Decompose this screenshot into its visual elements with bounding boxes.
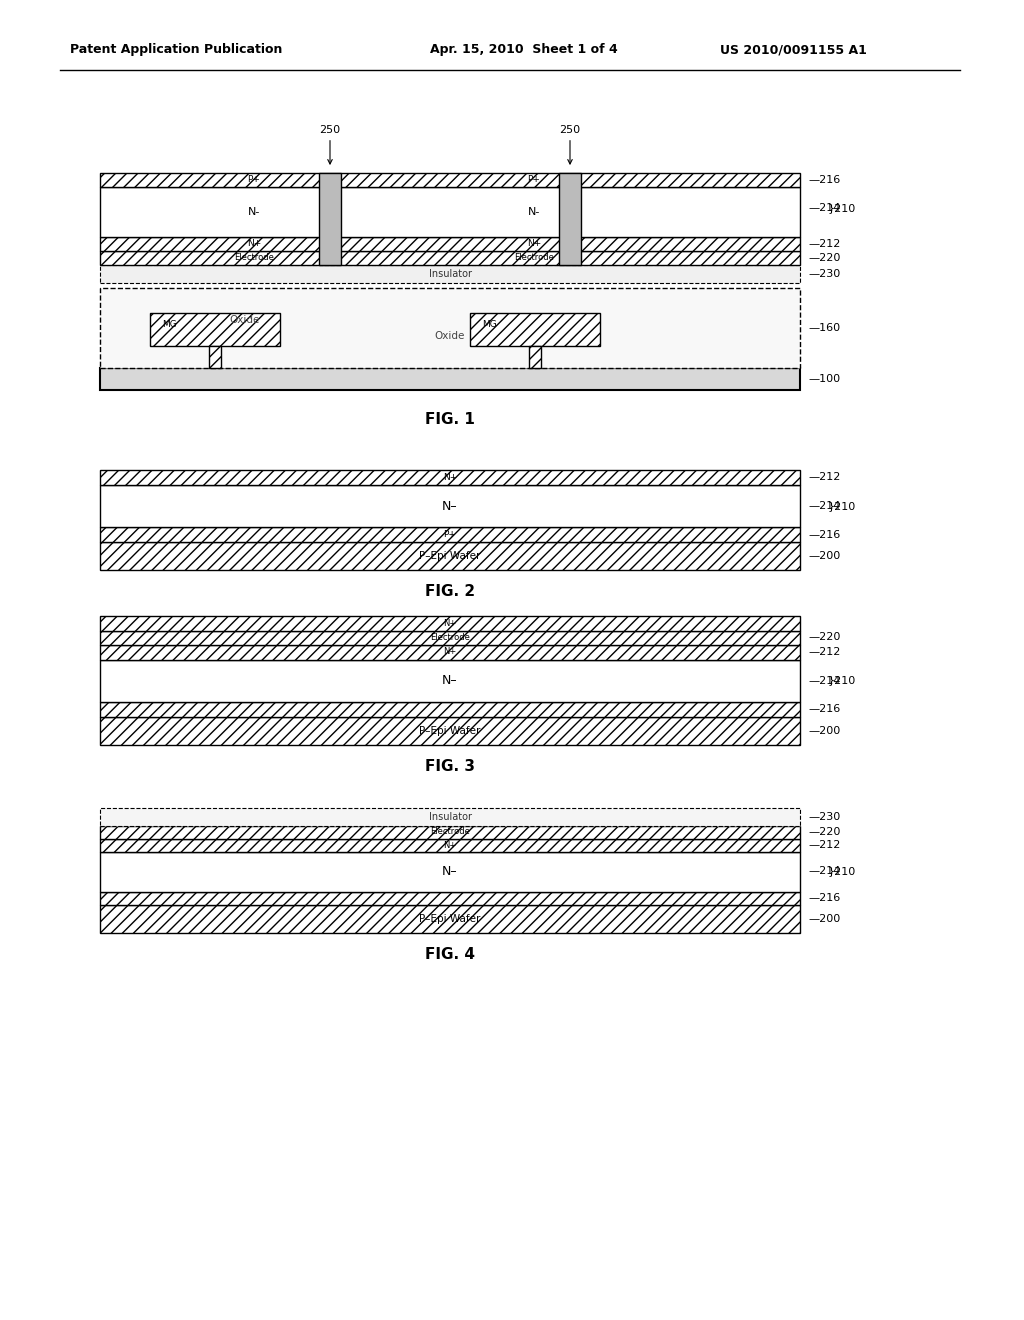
Text: 250: 250 bbox=[319, 125, 341, 164]
Text: Electrode: Electrode bbox=[234, 253, 274, 263]
Text: FIG. 4: FIG. 4 bbox=[425, 946, 475, 962]
Text: Electrode: Electrode bbox=[514, 253, 554, 263]
Text: }210: }210 bbox=[828, 866, 856, 876]
Bar bbox=[100, 288, 800, 368]
Bar bbox=[100, 838, 800, 851]
Bar bbox=[529, 346, 541, 368]
Text: —230: —230 bbox=[808, 812, 841, 821]
Text: }210: }210 bbox=[828, 676, 856, 685]
Bar bbox=[100, 644, 800, 660]
Text: MG: MG bbox=[162, 319, 177, 329]
Bar bbox=[100, 701, 800, 717]
Text: —212: —212 bbox=[808, 840, 841, 850]
Text: N+: N+ bbox=[443, 841, 457, 850]
Text: —230: —230 bbox=[808, 269, 841, 279]
Text: N–: N– bbox=[442, 499, 458, 512]
Text: P+: P+ bbox=[248, 176, 260, 185]
Text: —200: —200 bbox=[808, 726, 841, 735]
Bar bbox=[100, 265, 800, 282]
Text: N+: N+ bbox=[443, 619, 457, 627]
Bar bbox=[100, 904, 800, 932]
Text: N-: N- bbox=[527, 207, 541, 216]
Bar bbox=[100, 187, 800, 238]
Bar bbox=[100, 717, 800, 744]
Bar bbox=[100, 527, 800, 543]
Text: —216: —216 bbox=[808, 704, 841, 714]
Bar bbox=[100, 631, 800, 644]
Bar bbox=[209, 346, 221, 368]
Text: —200: —200 bbox=[808, 550, 841, 561]
Bar bbox=[100, 808, 800, 825]
Text: —212: —212 bbox=[808, 239, 841, 249]
Text: FIG. 1: FIG. 1 bbox=[425, 412, 475, 428]
Bar bbox=[100, 238, 800, 251]
Text: —100: —100 bbox=[808, 374, 840, 384]
Text: P–Epi Wafer: P–Epi Wafer bbox=[419, 726, 480, 735]
Bar bbox=[150, 313, 280, 346]
Bar bbox=[100, 368, 800, 389]
Text: N–: N– bbox=[442, 675, 458, 686]
Text: FIG. 2: FIG. 2 bbox=[425, 585, 475, 599]
Text: N+: N+ bbox=[527, 239, 541, 248]
Text: Insulator: Insulator bbox=[428, 812, 471, 821]
Text: —216: —216 bbox=[808, 894, 841, 903]
Text: Electrode: Electrode bbox=[430, 634, 470, 642]
Bar bbox=[100, 251, 800, 265]
Text: 250: 250 bbox=[559, 125, 581, 164]
Text: US 2010/0091155 A1: US 2010/0091155 A1 bbox=[720, 44, 867, 57]
Text: Oxide: Oxide bbox=[229, 315, 260, 325]
Text: N+: N+ bbox=[442, 473, 457, 482]
Text: —160: —160 bbox=[808, 323, 840, 333]
Text: P–Epi Wafer: P–Epi Wafer bbox=[419, 913, 480, 924]
Bar bbox=[100, 851, 800, 891]
Text: —214: —214 bbox=[808, 203, 841, 213]
Text: Oxide: Oxide bbox=[435, 331, 465, 341]
Bar bbox=[100, 825, 800, 838]
Text: N+: N+ bbox=[247, 239, 261, 248]
Text: —220: —220 bbox=[808, 253, 841, 263]
Text: —216: —216 bbox=[808, 176, 841, 185]
Bar bbox=[559, 173, 581, 265]
Text: N-: N- bbox=[248, 207, 260, 216]
Bar bbox=[470, 313, 600, 346]
Text: }210: }210 bbox=[828, 502, 856, 511]
Bar bbox=[100, 173, 800, 187]
Bar bbox=[100, 660, 800, 701]
Bar bbox=[100, 891, 800, 904]
Text: —200: —200 bbox=[808, 913, 841, 924]
Text: P–Epi Wafer: P–Epi Wafer bbox=[419, 550, 480, 561]
Text: —214: —214 bbox=[808, 502, 841, 511]
Text: FIG. 3: FIG. 3 bbox=[425, 759, 475, 774]
Text: —220: —220 bbox=[808, 828, 841, 837]
Text: Apr. 15, 2010  Sheet 1 of 4: Apr. 15, 2010 Sheet 1 of 4 bbox=[430, 44, 617, 57]
Text: Electrode: Electrode bbox=[430, 828, 470, 837]
Text: —216: —216 bbox=[808, 529, 841, 540]
Text: MG: MG bbox=[482, 319, 497, 329]
Text: —212: —212 bbox=[808, 473, 841, 483]
Text: —212: —212 bbox=[808, 647, 841, 657]
Text: N–: N– bbox=[442, 865, 458, 878]
Text: P+: P+ bbox=[443, 531, 457, 539]
Text: Insulator: Insulator bbox=[428, 269, 471, 279]
Bar bbox=[100, 484, 800, 527]
Text: }210: }210 bbox=[828, 203, 856, 213]
Bar bbox=[100, 615, 800, 631]
Text: —214: —214 bbox=[808, 866, 841, 876]
Text: N+: N+ bbox=[443, 648, 457, 656]
Bar bbox=[100, 470, 800, 484]
Bar bbox=[100, 543, 800, 570]
Text: —214: —214 bbox=[808, 676, 841, 685]
Text: —220: —220 bbox=[808, 632, 841, 643]
Text: Patent Application Publication: Patent Application Publication bbox=[70, 44, 283, 57]
Text: P+: P+ bbox=[527, 176, 541, 185]
Bar bbox=[319, 173, 341, 265]
